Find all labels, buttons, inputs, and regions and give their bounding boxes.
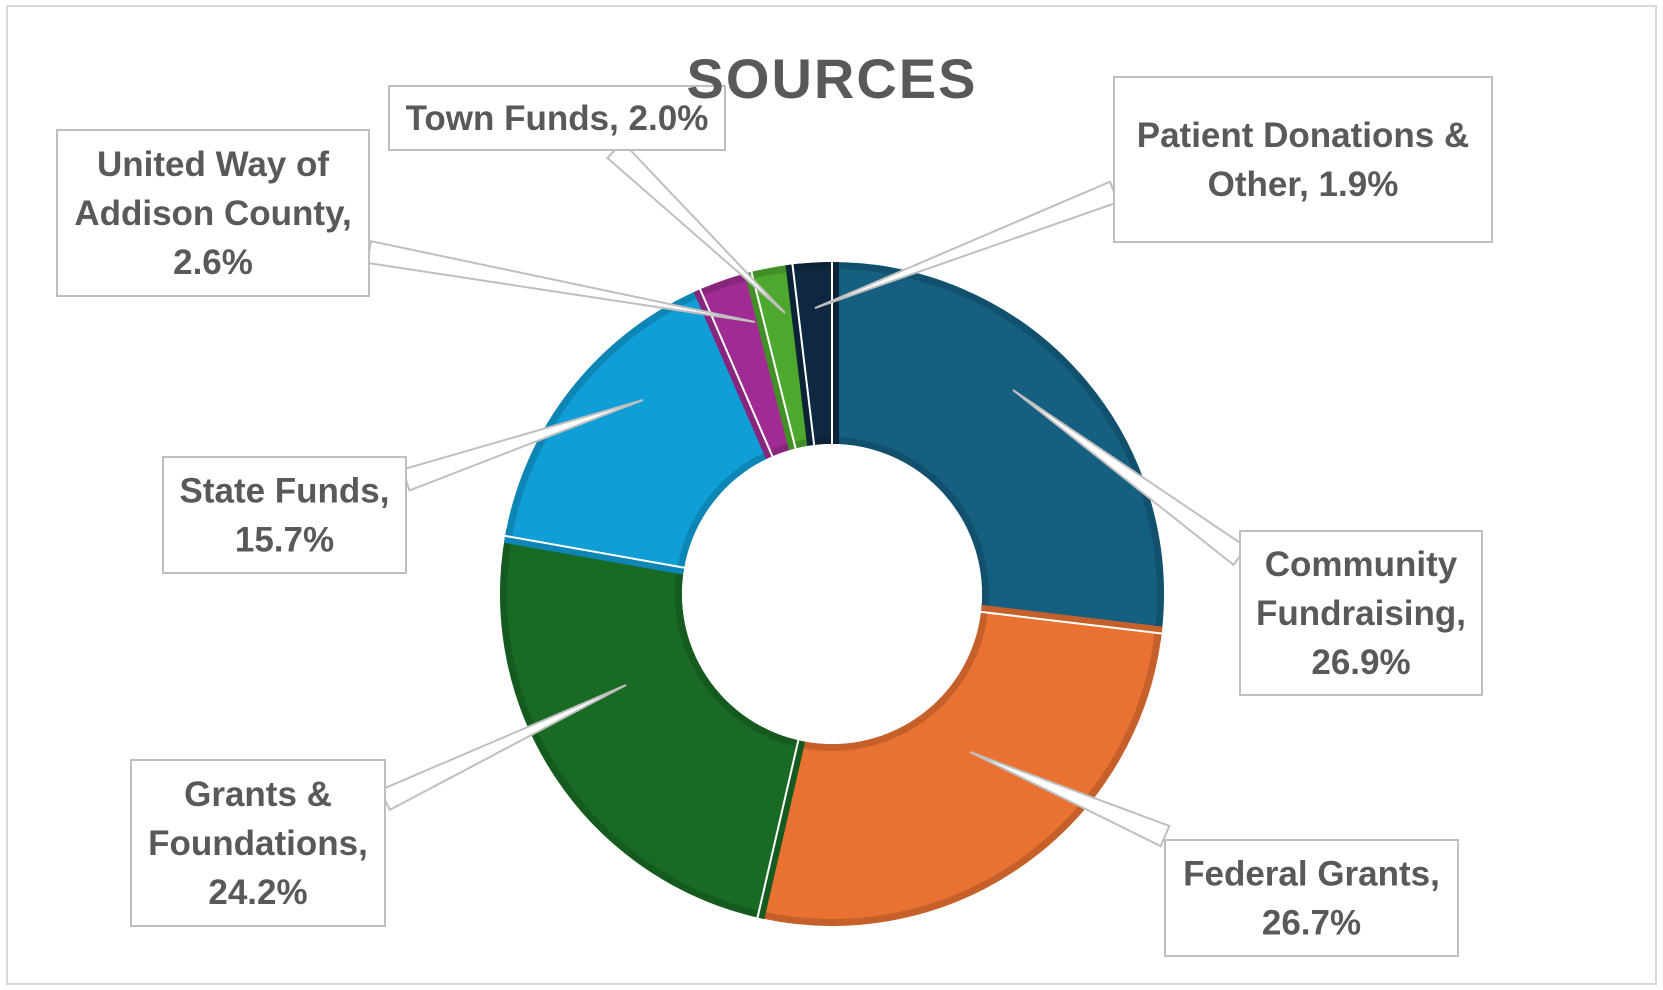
data-label-patient-donations-other: Other, 1.9%	[1208, 165, 1399, 204]
data-label-state-funds: 15.7%	[235, 521, 334, 560]
callout-box-town-funds	[388, 85, 726, 151]
data-label-grants-foundations: Grants &	[184, 775, 332, 814]
data-label-federal-grants: 26.7%	[1262, 904, 1361, 943]
slice-fill-patient-donations-other	[793, 269, 832, 439]
slice-separator	[698, 287, 774, 458]
leader-line-group	[365, 140, 1248, 848]
leader-line-patient-donations-other	[814, 180, 1120, 309]
data-label-community-fundraising: 26.9%	[1311, 643, 1410, 682]
slice-fill-state-funds	[512, 295, 770, 567]
slice-separator	[756, 738, 800, 919]
slice-separator	[979, 610, 1163, 635]
callout-box-federal-grants	[1164, 839, 1459, 957]
data-label-grants-foundations: 24.2%	[208, 873, 307, 912]
data-label-community-fundraising: Community	[1265, 545, 1458, 584]
data-label-united-way-of-addison-county: Addison County,	[74, 194, 351, 233]
data-label-patient-donations-other: Patient Donations &	[1137, 116, 1470, 155]
callout-group: Community Fundraising, 26.9% Federal Grants…	[56, 76, 1493, 957]
data-label-federal-grants: Federal Grants,	[1183, 855, 1440, 894]
data-label-town-funds: Town Funds, 2.0%	[406, 99, 709, 138]
slice-separator	[791, 263, 816, 447]
chart-title: SOURCES	[687, 47, 978, 110]
data-label-grants-foundations: Foundations,	[148, 824, 368, 863]
data-label-state-funds: State Funds,	[179, 472, 389, 511]
slice-fill-federal-grants	[759, 612, 1155, 920]
leader-line-federal-grants	[969, 751, 1171, 848]
data-label-community-fundraising: Fundraising,	[1256, 594, 1466, 633]
data-label-united-way-of-addison-county: 2.6%	[173, 243, 253, 282]
slice-separator	[750, 270, 797, 450]
data-label-united-way-of-addison-county: United Way of	[97, 145, 329, 184]
doughnut-hole	[682, 444, 982, 744]
slice-group	[500, 261, 1164, 926]
slice-fill-united-way-of-addison-county	[702, 278, 794, 450]
callout-box-united-way-of-addison-county	[56, 129, 370, 297]
leader-line-united-way-of-addison-county	[365, 239, 756, 323]
callout-box-grants-foundations	[130, 759, 386, 927]
slice-fill-community-fundraising	[832, 269, 1158, 633]
slice-fill-grants-foundations	[507, 537, 797, 911]
slice-separator	[503, 534, 686, 569]
callout-box-patient-donations-other	[1113, 76, 1493, 243]
leader-line-town-funds	[605, 140, 786, 314]
callout-box-community-fundraising	[1239, 530, 1483, 696]
callout-box-state-funds	[162, 456, 407, 574]
